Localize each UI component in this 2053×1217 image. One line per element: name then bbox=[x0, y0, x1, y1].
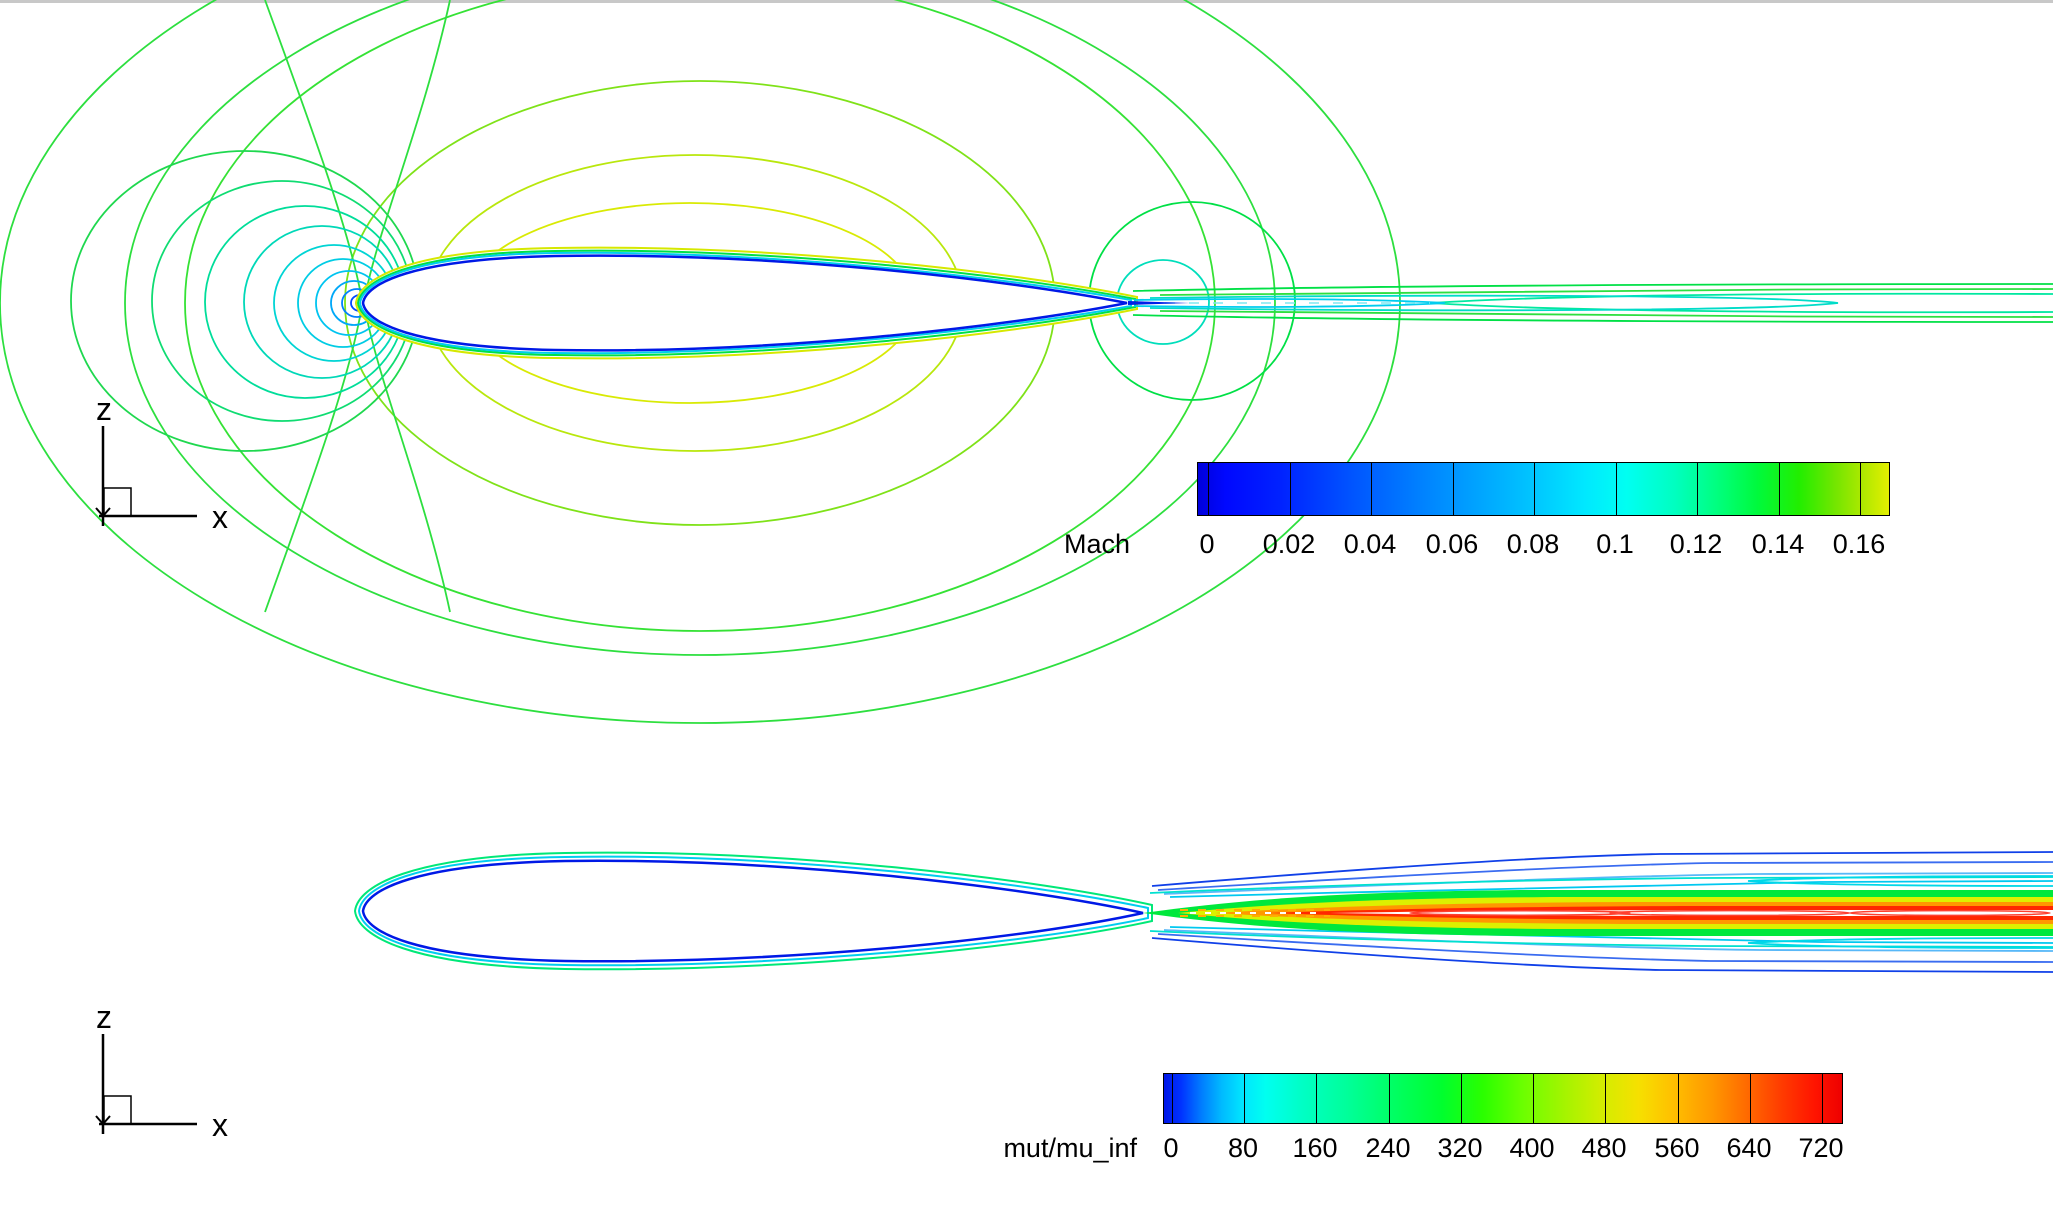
colorbar-divider bbox=[1533, 1074, 1534, 1123]
mach-legend-label: Mach bbox=[1064, 529, 1131, 559]
mut-tick: 640 bbox=[1726, 1133, 1772, 1163]
mut-tick: 400 bbox=[1509, 1133, 1555, 1163]
colorbar-divider bbox=[1453, 463, 1454, 515]
mach-tick: 0.12 bbox=[1669, 529, 1723, 559]
airfoil-top-plot bbox=[354, 246, 1138, 360]
z-axis-label-top: z bbox=[96, 391, 112, 427]
colorbar-divider bbox=[1461, 1074, 1462, 1123]
eddy-viscosity-contour-field bbox=[353, 851, 2053, 973]
mach-tick: 0.1 bbox=[1596, 529, 1634, 559]
wake-fan-contours bbox=[1149, 851, 2053, 973]
colorbar-divider bbox=[1822, 1074, 1823, 1123]
mut-tick: 560 bbox=[1654, 1133, 1700, 1163]
x-axis-label-top: x bbox=[212, 499, 228, 535]
colorbar-divider bbox=[1697, 463, 1698, 515]
mach-tick: 0 bbox=[1199, 529, 1215, 559]
mach-tick: 0.06 bbox=[1425, 529, 1479, 559]
mut-tick: 0 bbox=[1163, 1133, 1179, 1163]
mach-legend-ticks: 0 0.02 0.04 0.06 0.08 0.1 0.12 0.14 0.16 bbox=[1197, 528, 1890, 562]
airfoil-surface-top bbox=[361, 254, 1128, 352]
mut-tick: 80 bbox=[1227, 1133, 1259, 1163]
colorbar-divider bbox=[1244, 1074, 1245, 1123]
mach-tick: 0.04 bbox=[1343, 529, 1397, 559]
window-top-border bbox=[0, 0, 2053, 3]
colorbar-divider bbox=[1534, 463, 1535, 515]
mut-tick: 320 bbox=[1437, 1133, 1483, 1163]
mach-tick: 0.14 bbox=[1751, 529, 1805, 559]
mach-tick: 0.08 bbox=[1506, 529, 1560, 559]
mach-tick: 0.16 bbox=[1832, 529, 1886, 559]
colorbar-divider bbox=[1389, 1074, 1390, 1123]
axis-indicator-top: z x bbox=[95, 391, 228, 535]
mut-legend-ticks: 0 80 160 240 320 400 480 560 640 720 bbox=[1163, 1132, 1843, 1166]
outer-mach-contour-ellipses bbox=[0, 0, 1401, 724]
colorbar-divider bbox=[1616, 463, 1617, 515]
colorbar-divider bbox=[1779, 463, 1780, 515]
mach-tick: 0.02 bbox=[1262, 529, 1316, 559]
mach-contour-field bbox=[0, 0, 2053, 724]
colorbar-divider bbox=[1750, 1074, 1751, 1123]
airfoil-surface-bottom bbox=[361, 859, 1144, 963]
colorbar-divider bbox=[1678, 1074, 1679, 1123]
colorbar-divider bbox=[1316, 1074, 1317, 1123]
colorbar-divider bbox=[1208, 463, 1209, 515]
mach-colorbar bbox=[1197, 462, 1890, 516]
mut-tick: 720 bbox=[1798, 1133, 1844, 1163]
wake-core-inner-loops bbox=[1409, 909, 2051, 917]
colorbar-divider bbox=[1605, 1074, 1606, 1123]
mut-colorbar bbox=[1163, 1073, 1843, 1124]
mut-tick: 160 bbox=[1292, 1133, 1338, 1163]
colorbar-divider bbox=[1371, 463, 1372, 515]
mut-tick: 480 bbox=[1581, 1133, 1627, 1163]
wake-core-bands bbox=[1143, 890, 2053, 936]
mut-tick: 240 bbox=[1365, 1133, 1411, 1163]
colorbar-divider bbox=[1860, 463, 1861, 515]
axis-indicator-bottom: z x bbox=[95, 999, 228, 1143]
mach-wake-contours bbox=[1128, 283, 2053, 323]
mut-legend-label: mut/mu_inf bbox=[1003, 1133, 1137, 1163]
leading-edge-radiating-contours bbox=[264, 0, 451, 613]
z-axis-label-bottom: z bbox=[96, 999, 112, 1035]
wake-blue-core bbox=[1128, 301, 1190, 305]
colorbar-divider bbox=[1172, 1074, 1173, 1123]
x-axis-label-bottom: x bbox=[212, 1107, 228, 1143]
colorbar-divider bbox=[1290, 463, 1291, 515]
airfoil-bottom-plot bbox=[353, 851, 1153, 971]
